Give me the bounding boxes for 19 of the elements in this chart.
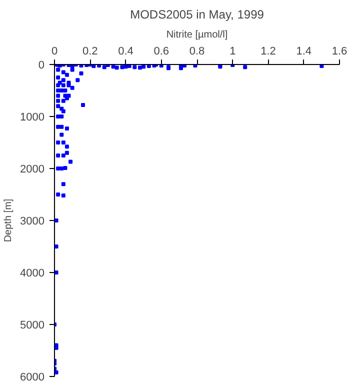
x-tick-label: 0.6	[154, 46, 170, 58]
y-tick-label: 5000	[20, 320, 45, 332]
x-tick-label: 1.6	[332, 46, 348, 58]
y-tick-label: 2000	[20, 164, 45, 176]
x-tick-label: 1.4	[296, 46, 312, 58]
y-tick-label: 1000	[20, 112, 45, 124]
y-tick-label: 4000	[20, 268, 45, 280]
x-axis-title: Nitrite [µmol/l]	[166, 30, 228, 40]
x-tick-label: 0.8	[189, 46, 205, 58]
x-tick-label: 1.2	[260, 46, 276, 58]
x-tick-label: 1	[230, 46, 236, 58]
y-tick-label: 3000	[20, 216, 45, 228]
y-axis-title: Depth [m]	[3, 198, 14, 242]
x-tick-label: 0	[51, 46, 58, 58]
x-tick-label: 0.4	[118, 46, 134, 58]
chart-title: MODS2005 in May, 1999	[130, 8, 264, 22]
y-tick-label: 6000	[20, 372, 45, 384]
y-tick-label: 0	[38, 60, 45, 72]
x-tick-label: 0.2	[82, 46, 98, 58]
